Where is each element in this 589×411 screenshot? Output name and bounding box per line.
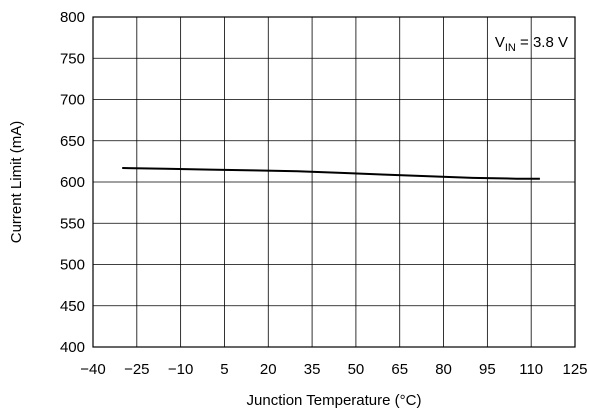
x-tick-labels: −40 −25 −10 5 20 35 50 65 80 95 110 125 [80, 361, 587, 378]
vin-subscript: IN [505, 42, 516, 54]
y-tick-label: 500 [60, 257, 85, 274]
series-group [122, 167, 540, 180]
grid-lines [92, 16, 576, 348]
y-tick-label: 650 [60, 133, 85, 150]
vin-prefix: V [495, 34, 505, 51]
y-tick-label: 400 [60, 339, 85, 356]
y-tick-label: 450 [60, 298, 85, 315]
x-tick-label: 20 [260, 361, 277, 378]
x-axis-title: Junction Temperature (°C) [247, 392, 422, 409]
x-tick-label: 110 [519, 361, 543, 378]
y-tick-label: 750 [60, 50, 85, 67]
y-axis-title: Current Limit (mA) [8, 121, 25, 244]
x-tick-label: 80 [435, 361, 452, 378]
y-tick-labels: 400 450 500 550 600 650 700 750 800 [60, 9, 85, 356]
x-tick-label: 95 [479, 361, 496, 378]
y-tick-label: 700 [60, 92, 85, 109]
plot-frame [92, 16, 576, 348]
y-tick-label: 550 [60, 215, 85, 232]
x-tick-label: −40 [80, 361, 105, 378]
x-tick-label: 5 [220, 361, 228, 378]
x-tick-label: −25 [124, 361, 149, 378]
y-tick-label: 800 [60, 9, 85, 26]
x-tick-label: −10 [168, 361, 193, 378]
x-tick-label: 35 [304, 361, 321, 378]
vin-value: = 3.8 V [516, 34, 568, 51]
current-limit-line [122, 167, 540, 180]
x-tick-label: 65 [391, 361, 408, 378]
x-tick-label: 125 [562, 361, 587, 378]
y-tick-label: 600 [60, 174, 85, 191]
vin-annotation: VIN = 3.8 V [495, 34, 568, 54]
x-tick-label: 50 [348, 361, 365, 378]
